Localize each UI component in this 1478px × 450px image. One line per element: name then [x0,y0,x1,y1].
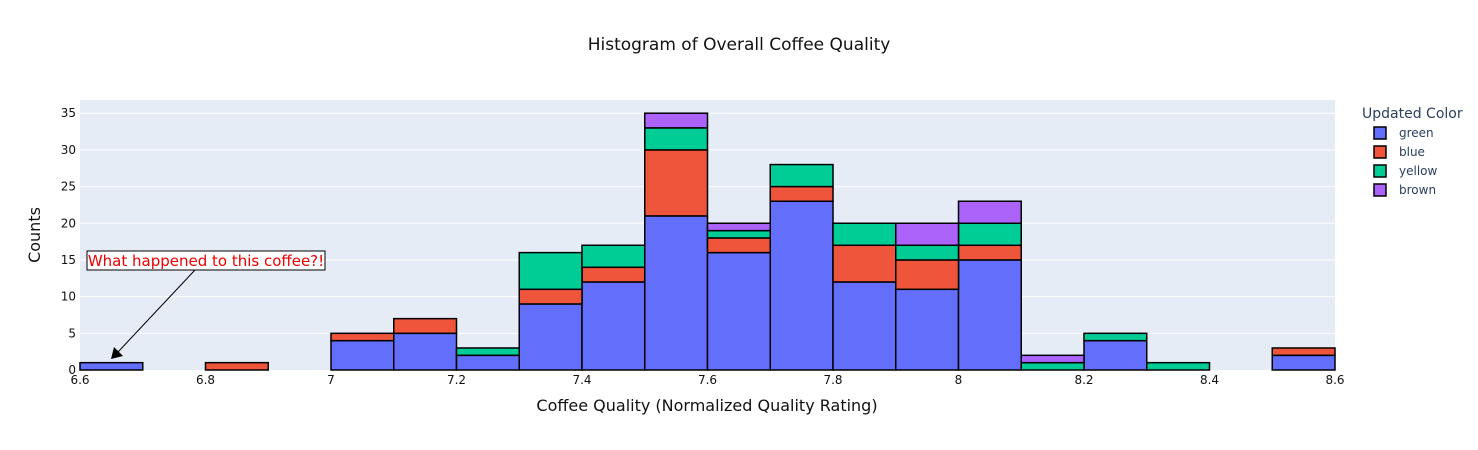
x-tick-label: 8.4 [1200,373,1219,387]
bar-green[interactable] [769,200,834,371]
bar-blue[interactable] [518,288,583,305]
annotation-arrowhead [111,347,123,359]
bar-blue[interactable] [393,317,458,335]
bar-green[interactable] [1271,354,1336,371]
bar-brown[interactable] [957,200,1022,225]
bar-yellow[interactable] [957,222,1022,247]
bar-yellow[interactable] [644,127,709,151]
bar-brown[interactable] [1020,354,1085,364]
legend-title: Updated Color [1362,106,1463,122]
bar-yellow[interactable] [895,244,960,261]
bars-group [79,112,1336,371]
bar-yellow[interactable] [518,251,583,291]
bar-blue[interactable] [581,266,646,283]
bar-yellow[interactable] [832,222,897,247]
y-tick-label: 15 [61,253,76,267]
x-tick-label: 7.2 [447,373,466,387]
y-tick-label: 0 [68,363,76,377]
bar-blue[interactable] [895,259,960,291]
y-axis-title: Counts [25,207,44,263]
bar-green[interactable] [518,303,583,371]
bar-green[interactable] [832,281,897,371]
y-tick-labels: 0 5 10 15 20 25 30 35 [61,106,76,377]
y-tick-label: 25 [61,180,76,194]
bar-yellow[interactable] [1083,332,1148,342]
bar-green[interactable] [393,332,458,371]
legend-swatch-blue [1373,145,1387,159]
legend-label-blue[interactable]: blue [1399,145,1425,159]
bar-green[interactable] [644,215,709,371]
bar-brown[interactable] [644,112,709,129]
annotation: What happened to this coffee?! [86,250,326,359]
x-tick-label: 6.8 [196,373,215,387]
y-tick-label: 10 [61,290,76,304]
annotation-box [86,250,326,271]
chart-title: Histogram of Overall Coffee Quality [588,35,891,55]
bar-green[interactable] [895,288,960,371]
x-tick-labels: 6.6 6.8 7 7.2 7.4 7.6 7.8 8 8.2 8.4 8.6 [70,373,1344,387]
bar-yellow[interactable] [581,244,646,269]
annotation-text: What happened to this coffee?! [88,252,324,270]
legend: Updated Color green blue yellow brown [1362,106,1463,197]
bar-brown[interactable] [706,222,771,232]
x-tick-label: 8.2 [1074,373,1093,387]
bar-green[interactable] [706,251,771,371]
bar-yellow[interactable] [706,229,771,239]
x-tick-label: 6.6 [70,373,89,387]
x-tick-label: 7 [327,373,335,387]
legend-label-yellow[interactable]: yellow [1399,164,1437,178]
bar-green[interactable] [1083,339,1148,371]
bar-blue[interactable] [1271,347,1336,357]
y-tick-label: 35 [61,106,76,120]
x-axis-title: Coffee Quality (Normalized Quality Ratin… [536,396,877,415]
bar-yellow[interactable] [1146,361,1211,371]
legend-label-brown[interactable]: brown [1399,183,1436,197]
bar-brown[interactable] [895,222,960,247]
x-tick-label: 8 [955,373,963,387]
x-tick-label: 7.6 [698,373,717,387]
bar-blue[interactable] [832,244,897,283]
bar-yellow[interactable] [769,163,834,188]
bar-blue[interactable] [204,361,269,371]
bar-yellow[interactable] [1020,361,1085,371]
y-tick-label: 20 [61,216,76,230]
bar-green[interactable] [455,354,520,371]
bar-blue[interactable] [644,149,709,217]
annotation-arrow-line [117,269,196,353]
legend-swatch-green [1373,126,1387,140]
bar-blue[interactable] [769,185,834,202]
bar-green[interactable] [330,339,395,371]
y-tick-label: 30 [61,143,76,157]
bar-blue[interactable] [706,237,771,254]
bar-blue[interactable] [330,332,395,342]
legend-swatch-yellow [1373,164,1387,178]
bar-blue[interactable] [957,244,1022,261]
x-tick-label: 8.6 [1325,373,1344,387]
bar-green[interactable] [957,259,1022,371]
bar-green[interactable] [79,361,144,371]
bar-yellow[interactable] [455,347,520,357]
legend-label-green[interactable]: green [1399,126,1434,140]
x-tick-label: 7.8 [823,373,842,387]
bar-green[interactable] [581,281,646,371]
legend-swatch-brown [1373,183,1387,197]
x-tick-label: 7.4 [572,373,591,387]
y-tick-label: 5 [68,326,76,340]
